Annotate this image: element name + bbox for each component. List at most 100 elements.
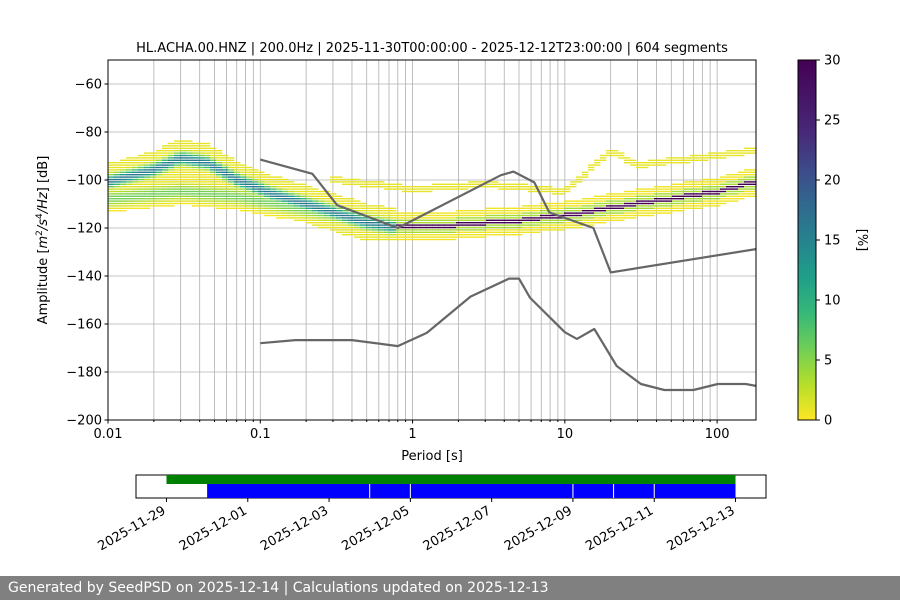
density-cell [552, 193, 559, 195]
density-cell [138, 181, 145, 183]
density-cell [120, 176, 127, 178]
density-cell [696, 205, 703, 207]
density-cell [282, 190, 289, 193]
density-cell [210, 190, 217, 193]
density-cell [630, 207, 637, 209]
density-cell [138, 166, 145, 169]
density-cell [120, 205, 127, 207]
density-cell [510, 219, 517, 221]
density-cell [264, 188, 271, 190]
density-cell [642, 200, 649, 202]
density-cell [222, 202, 229, 205]
density-cell [114, 200, 121, 202]
density-cell [450, 214, 457, 217]
density-cell [138, 171, 145, 173]
density-cell [270, 188, 277, 190]
density-cell [162, 202, 169, 205]
density-cell [684, 162, 691, 164]
density-cell [570, 186, 577, 188]
density-cell [282, 207, 289, 209]
density-cell [204, 178, 211, 181]
density-cell [252, 174, 259, 176]
density-cell [276, 188, 283, 190]
density-cell [582, 219, 589, 221]
density-cell [132, 169, 139, 171]
density-cell [744, 152, 751, 154]
density-cell [660, 200, 667, 202]
density-cell [270, 181, 277, 183]
density-cell [378, 238, 385, 241]
density-cell [432, 214, 439, 217]
density-cell [282, 217, 289, 219]
density-cell [606, 200, 613, 202]
density-cell [186, 166, 193, 169]
density-cell [570, 205, 577, 207]
density-cell [108, 205, 115, 207]
density-cell [186, 154, 193, 157]
density-cell [672, 186, 679, 188]
density-cell [348, 212, 355, 214]
density-cell [162, 150, 169, 152]
density-cell [600, 207, 607, 209]
density-cell [420, 188, 427, 190]
density-cell [324, 198, 331, 200]
density-cell [480, 236, 487, 238]
density-cell [690, 183, 697, 185]
density-cell [144, 186, 151, 188]
density-cell [450, 188, 457, 190]
density-cell [258, 174, 265, 176]
density-cell [516, 231, 523, 233]
density-cell [576, 202, 583, 205]
density-cell [744, 176, 751, 178]
density-cell [456, 234, 463, 236]
density-cell [432, 219, 439, 221]
density-cell [624, 205, 631, 207]
density-cell [528, 229, 535, 231]
density-cell [468, 229, 475, 231]
density-cell [168, 176, 175, 178]
density-cell [720, 157, 727, 159]
density-cell [654, 200, 661, 202]
density-cell [204, 198, 211, 200]
density-cell [582, 214, 589, 217]
density-cell [624, 212, 631, 214]
density-cell [132, 178, 139, 181]
density-cell [738, 190, 745, 193]
density-cell [594, 195, 601, 197]
density-cell [696, 195, 703, 197]
density-cell [240, 183, 247, 185]
density-cell [564, 190, 571, 193]
density-cell [168, 186, 175, 188]
density-cell [342, 222, 349, 224]
density-cell [690, 200, 697, 202]
density-cell [738, 176, 745, 178]
density-cell [528, 188, 535, 190]
density-cell [750, 169, 756, 171]
density-cell [402, 219, 409, 221]
density-cell [222, 183, 229, 185]
density-cell [354, 222, 361, 224]
density-cell [246, 183, 253, 185]
density-cell [162, 195, 169, 197]
density-cell [684, 205, 691, 207]
density-cell [186, 159, 193, 161]
density-cell [606, 198, 613, 200]
density-cell [108, 171, 115, 173]
density-cell [120, 159, 127, 161]
density-cell [702, 200, 709, 202]
density-cell [264, 205, 271, 207]
density-cell [612, 217, 619, 219]
density-cell [486, 224, 493, 226]
density-cell [330, 181, 337, 183]
density-cell [408, 229, 415, 231]
density-cell [738, 181, 745, 183]
density-cell [288, 183, 295, 185]
density-cell [210, 154, 217, 157]
density-cell [414, 226, 421, 229]
density-cell [228, 157, 235, 159]
density-cell [198, 202, 205, 205]
density-cell [348, 231, 355, 233]
density-cell [594, 207, 601, 209]
density-cell [714, 193, 721, 195]
density-cell [192, 178, 199, 181]
